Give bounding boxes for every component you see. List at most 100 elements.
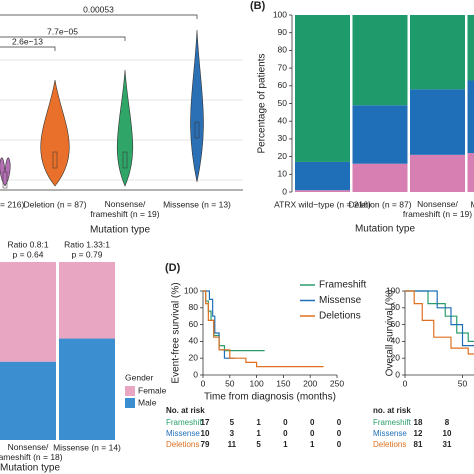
y-tick-label: 20	[189, 352, 199, 362]
y-tick-label: 100	[273, 9, 287, 19]
y-axis-label: Event-free survival (%)	[171, 282, 182, 383]
risk-value: 1	[256, 418, 261, 427]
survival-curve	[405, 290, 474, 342]
violin	[116, 69, 134, 187]
legend-title: Gender	[125, 372, 154, 382]
y-axis-label: Percentage of patients	[257, 53, 268, 153]
risk-value: 81	[414, 440, 423, 449]
box	[52, 151, 58, 169]
bracket	[0, 36, 126, 41]
bar-segment	[59, 262, 115, 339]
y-tick-label: 40	[189, 336, 199, 346]
bar-segment	[59, 338, 115, 440]
risk-value: 31	[443, 440, 452, 449]
x-tick-label: Missense (n = 14)	[53, 442, 121, 452]
x-tick-label: 250	[330, 378, 344, 388]
x-tick-label: Mi	[471, 199, 474, 209]
x-axis-label: Time from diagnosis (months)	[204, 392, 336, 403]
box	[194, 121, 200, 139]
bracket	[0, 46, 56, 51]
risk-value: 0	[283, 418, 288, 427]
risk-value: 11	[228, 440, 237, 449]
bar-segment	[410, 154, 465, 192]
risk-value: 8	[445, 418, 450, 427]
annotation: Ratio 1.33:1	[64, 239, 110, 249]
bar-segment	[352, 15, 408, 106]
violin	[40, 79, 70, 187]
risk-label: Deletions	[373, 440, 406, 449]
risk-value: 5	[256, 440, 261, 449]
x-tick-label: Deletion (n = 87)	[348, 199, 411, 209]
legend-label: Frameshift	[319, 280, 366, 291]
risk-value: 0	[310, 429, 315, 438]
risk-value: 0	[283, 429, 288, 438]
panel-label: (D)	[165, 262, 181, 274]
x-axis-label: Mutation type	[355, 224, 415, 235]
bar-segment	[352, 163, 408, 192]
bar-segment	[467, 153, 474, 192]
legend-swatch	[125, 398, 135, 408]
p-value: 7.7e−05	[47, 26, 78, 36]
risk-title: No. at risk	[166, 406, 205, 415]
y-tick-label: 60	[278, 80, 288, 90]
bar-segment	[295, 15, 350, 162]
p-value: 2.6e−13	[12, 36, 43, 46]
y-tick-label: 80	[189, 302, 199, 312]
bar-segment	[295, 161, 350, 191]
x-tick-label: 150	[276, 378, 290, 388]
y-tick-label: 50	[278, 98, 288, 108]
risk-value: 0	[337, 440, 342, 449]
y-tick-label: 100	[386, 285, 400, 295]
y-tick-label: 10	[278, 169, 288, 179]
legend-swatch	[125, 386, 135, 396]
risk-value: 1	[310, 440, 315, 449]
survival-curve	[405, 290, 474, 347]
x-tick-label: 50	[225, 378, 235, 388]
y-tick-label: 70	[278, 62, 288, 72]
text-line: Nonsense/	[8, 442, 49, 452]
x-tick-label: Nonsense/frameshift (n = 19)	[90, 199, 159, 219]
risk-value: 0	[310, 418, 315, 427]
y-tick-label: 30	[278, 133, 288, 143]
risk-value: 5	[230, 418, 235, 427]
risk-value: 17	[201, 418, 210, 427]
y-tick-label: 0	[282, 186, 287, 196]
x-tick-label: ATRX wild−type (n = 216)	[274, 199, 371, 209]
x-tick-label: 200	[303, 378, 317, 388]
bar-segment	[295, 190, 350, 192]
legend-label: Female	[138, 385, 167, 395]
risk-label: Frameshift	[373, 418, 412, 427]
y-tick-label: 80	[278, 45, 288, 55]
y-tick-label: 20	[391, 352, 401, 362]
risk-label: Deletions	[166, 440, 199, 449]
bar-segment	[467, 80, 474, 154]
x-tick-label: Nonsense/frameshift (n = 19)	[403, 199, 472, 219]
risk-value: 3	[230, 429, 235, 438]
annotation: p = 0.79	[72, 249, 103, 259]
text-line: Nonsense/	[417, 199, 458, 209]
x-tick-label: Missense (n = 13)	[163, 199, 231, 209]
y-tick-label: 60	[189, 319, 199, 329]
risk-label: Missense	[373, 429, 407, 438]
bar-segment	[0, 361, 56, 440]
violin	[190, 29, 204, 183]
risk-value: 79	[201, 440, 210, 449]
annotation: p = 0.64	[13, 249, 44, 259]
bar-segment	[410, 15, 465, 90]
risk-label: Missense	[166, 429, 200, 438]
bar-segment	[467, 15, 474, 81]
text-line: frameshift (n = 19)	[403, 209, 472, 219]
y-tick-label: 20	[278, 151, 288, 161]
text-line: Nonsense/	[105, 199, 146, 209]
panel-label: (B)	[250, 0, 266, 12]
y-tick-label: 40	[278, 115, 288, 125]
x-axis-label: Mutation type	[0, 463, 60, 474]
bar-segment	[410, 89, 465, 155]
text-line: frameshift (n = 18)	[0, 452, 63, 462]
x-axis-label: Mutation type	[90, 225, 150, 236]
risk-value: 12	[414, 429, 423, 438]
box	[122, 151, 128, 169]
risk-title: no. at risk	[373, 406, 411, 415]
risk-value: 18	[414, 418, 423, 427]
